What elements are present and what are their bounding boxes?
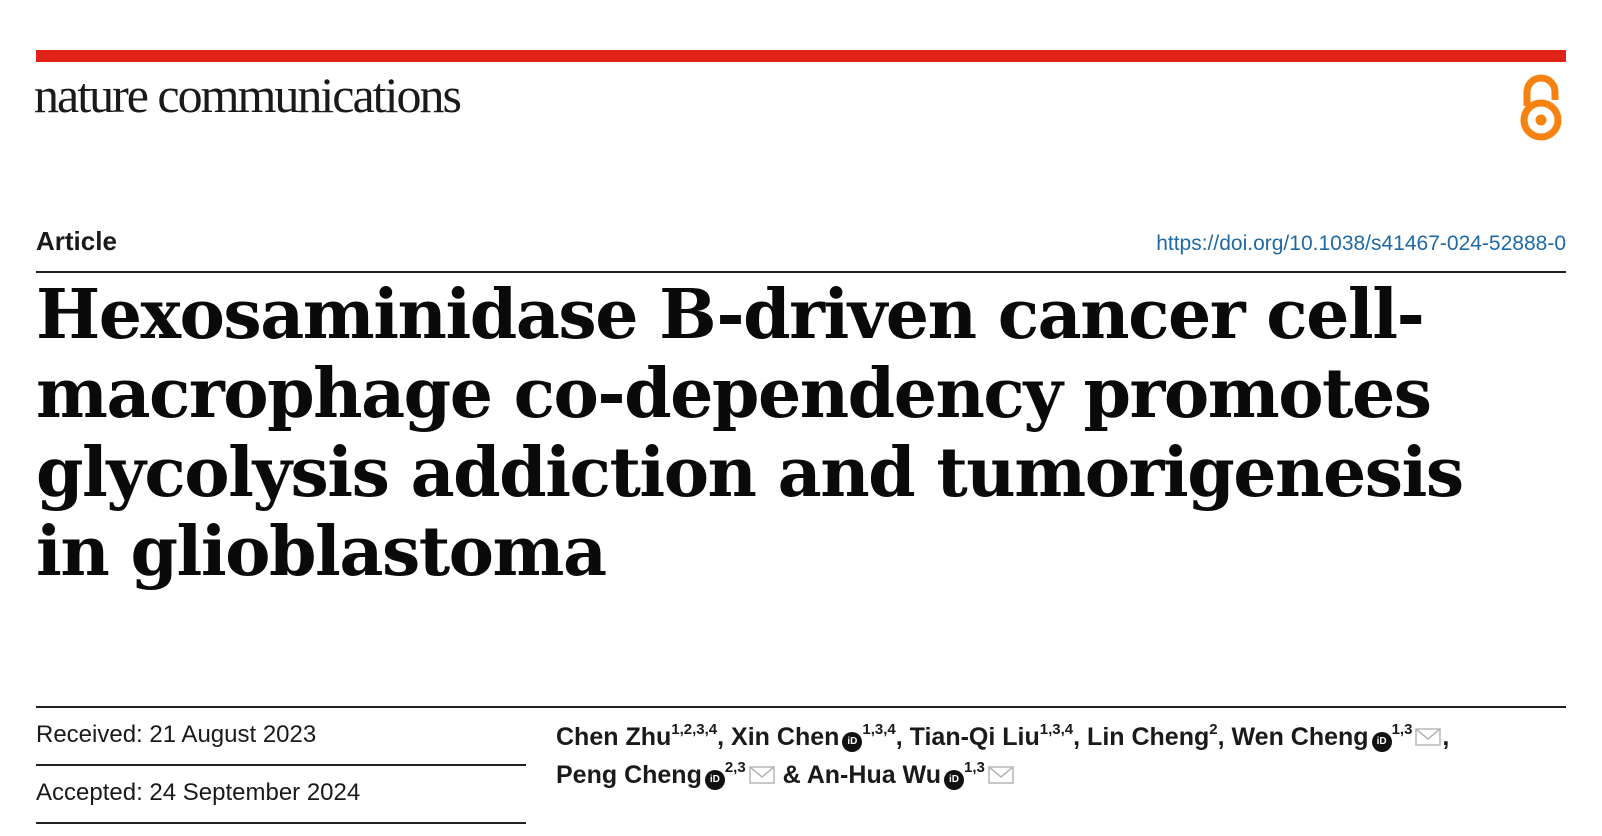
received-date: Received: 21 August 2023 — [36, 708, 526, 766]
author-name-text: Chen Zhu — [556, 723, 672, 751]
mail-icon[interactable] — [1414, 727, 1442, 747]
author-name-text: Tian-Qi Liu — [909, 723, 1040, 751]
author-affiliation: 1,3 — [1391, 721, 1413, 738]
author-affiliation: 2 — [1209, 721, 1218, 738]
article-type-label: Article — [36, 226, 117, 256]
meta-divider — [36, 706, 1566, 708]
author-affiliation: 1,3,4 — [1039, 721, 1074, 738]
author-name-text: Lin Cheng — [1087, 723, 1210, 751]
mail-icon[interactable] — [987, 765, 1015, 785]
orcid-icon[interactable]: iD — [842, 732, 863, 752]
author-affiliation: 1,3,4 — [862, 721, 896, 738]
mail-icon[interactable] — [748, 765, 776, 785]
title-divider — [36, 271, 1566, 273]
author-affiliation: 2,3 — [724, 759, 746, 776]
author-list: Chen Zhu1,2,3,4, Xin Chen iD1,3,4, Tian-Q… — [556, 718, 1566, 794]
author-name[interactable]: Xin Chen iD1,3,4 — [731, 721, 896, 752]
author-name-text: Peng Cheng — [556, 761, 702, 789]
author-separator: , — [1073, 723, 1081, 751]
journal-name[interactable]: nature communications — [34, 67, 462, 123]
open-access-icon — [1520, 74, 1562, 141]
author-name[interactable]: Lin Cheng2 — [1087, 721, 1218, 751]
author-separator: & — [775, 761, 801, 789]
orcid-icon[interactable]: iD — [1371, 732, 1392, 752]
journal-accent-bar — [36, 50, 1566, 62]
author-name[interactable]: Wen Cheng iD1,3 — [1231, 721, 1443, 752]
author-name[interactable]: Chen Zhu1,2,3,4 — [556, 721, 718, 751]
doi-link[interactable]: https://doi.org/10.1038/s41467-024-52888… — [1156, 232, 1566, 255]
author-name-text: Wen Cheng — [1231, 723, 1369, 751]
author-name-text: Xin Chen — [731, 723, 840, 751]
author-name[interactable]: Peng Cheng iD2,3 — [556, 759, 776, 790]
author-name[interactable]: Tian-Qi Liu1,3,4 — [909, 721, 1074, 751]
author-name[interactable]: An-Hua Wu iD1,3 — [806, 759, 1015, 790]
orcid-icon[interactable]: iD — [704, 770, 725, 790]
author-name-text: An-Hua Wu — [806, 761, 941, 789]
author-affiliation: 1,3 — [963, 759, 985, 776]
author-separator: , — [717, 723, 725, 751]
article-title: Hexosaminidase B-driven cancer cell-macr… — [36, 275, 1464, 592]
author-separator: , — [895, 723, 903, 751]
orcid-icon[interactable]: iD — [943, 770, 964, 790]
accepted-date: Accepted: 24 September 2024 — [36, 766, 526, 824]
author-separator: , — [1217, 723, 1225, 751]
author-separator: , — [1442, 723, 1450, 751]
dates-block: Received: 21 August 2023 Accepted: 24 Se… — [36, 708, 526, 824]
author-affiliation: 1,2,3,4 — [671, 721, 718, 738]
